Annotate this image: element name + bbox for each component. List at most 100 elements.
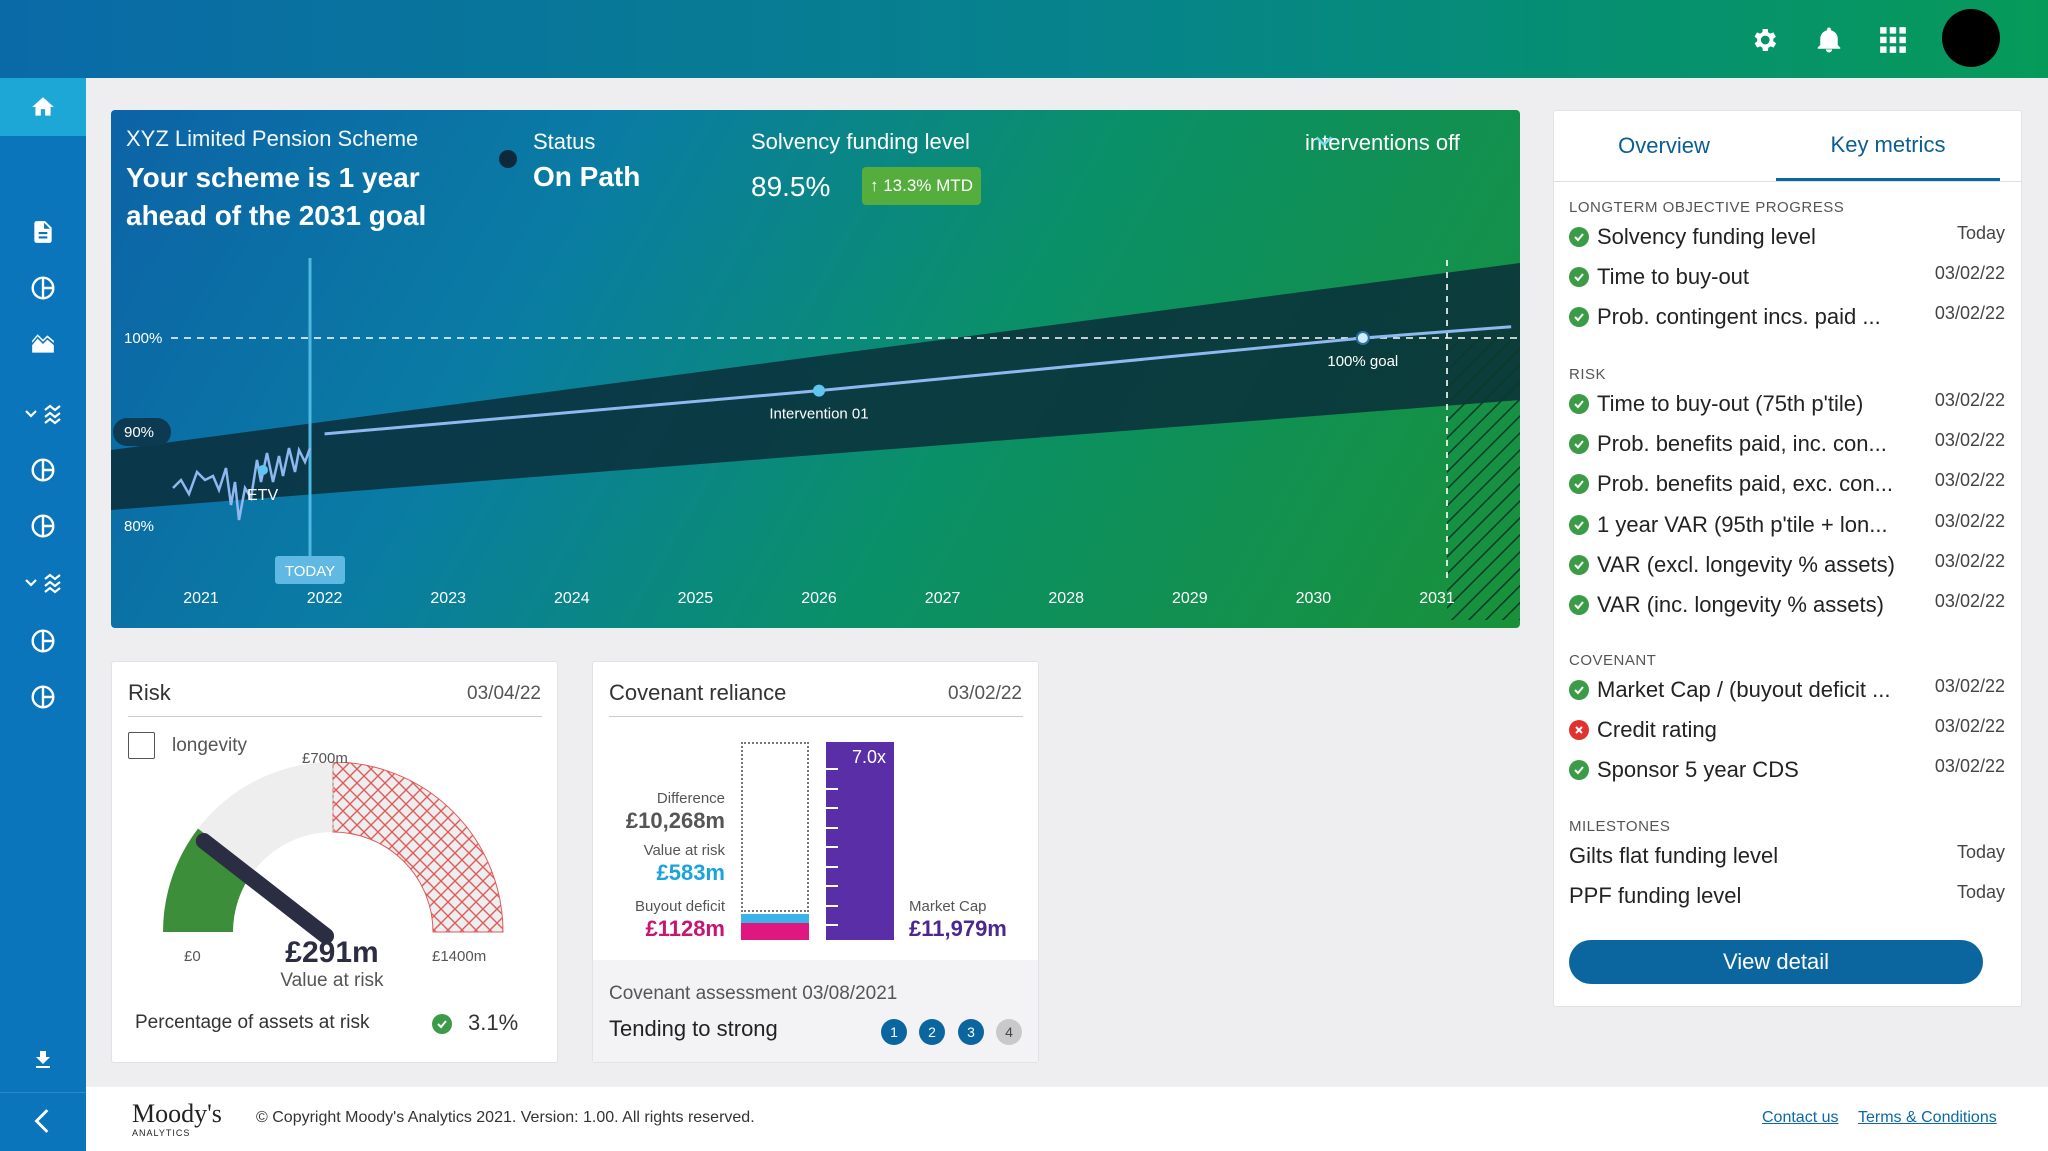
tab-overview[interactable]: Overview — [1618, 133, 1710, 158]
check-icon — [1569, 227, 1589, 247]
metric-row[interactable]: Solvency funding level Today — [1569, 221, 2005, 253]
footer: Moody's ANALYTICS © Copyright Moody's An… — [86, 1087, 2048, 1151]
y-tick-label: 80% — [124, 518, 154, 535]
step-indicator: 1 — [881, 1019, 907, 1045]
var-caption: Value at risk — [280, 970, 384, 991]
chevron-down-icon — [1315, 136, 1333, 147]
metric-row[interactable]: Market Cap / (buyout deficit ... 03/02/22 — [1569, 674, 2005, 706]
contact-us-link[interactable]: Contact us — [1762, 1109, 1839, 1126]
moodys-logo-sub: ANALYTICS — [132, 1128, 191, 1138]
collapse-chevron-icon[interactable] — [0, 1093, 86, 1149]
pie-chart-icon[interactable] — [0, 442, 86, 498]
tab-key-metrics[interactable]: Key metrics — [1776, 111, 2000, 181]
scale-tick — [826, 885, 838, 887]
metric-label: VAR (inc. longevity % assets) — [1597, 592, 1884, 617]
metric-date: 03/02/22 — [1934, 550, 2005, 571]
longevity-checkbox[interactable] — [128, 732, 155, 759]
section-title: COVENANT — [1569, 652, 1657, 669]
trend-icon[interactable] — [0, 386, 86, 442]
avatar[interactable] — [1942, 9, 2000, 67]
moodys-logo: Moody's — [132, 1099, 222, 1128]
metric-row[interactable]: Prob. contingent incs. paid ... 03/02/22 — [1569, 301, 2005, 333]
divider — [1554, 181, 2021, 182]
pie-chart-icon[interactable] — [0, 613, 86, 669]
status-value: On Path — [533, 161, 641, 192]
metric-date: 03/02/22 — [1934, 263, 2005, 284]
metric-date: Today — [1956, 223, 2005, 243]
pie-chart-icon[interactable] — [0, 498, 86, 554]
bell-icon[interactable] — [1803, 14, 1855, 66]
scale-tick — [826, 807, 838, 809]
gauge-end-label: £1400m — [432, 948, 487, 965]
metric-date: 03/02/22 — [1934, 510, 2005, 531]
metric-row[interactable]: Prob. benefits paid, exc. con... 03/02/22 — [1569, 468, 2005, 500]
check-icon — [1569, 680, 1589, 700]
longevity-label: longevity — [172, 735, 247, 756]
gear-icon[interactable] — [1738, 14, 1790, 66]
x-tick-label: 2027 — [925, 590, 961, 607]
metric-label: Prob. contingent incs. paid ... — [1597, 304, 1881, 330]
marketcap-label: Market Cap — [909, 898, 987, 915]
metric-row[interactable]: Time to buy-out (75th p'tile) 03/02/22 — [1569, 388, 2005, 420]
check-icon — [1569, 307, 1589, 328]
assessment-label: Covenant assessment 03/08/2021 — [609, 983, 898, 1004]
metric-row[interactable]: Credit rating 03/02/22 — [1569, 714, 2005, 746]
key-metrics-panel: Overview Key metrics LONGTERM OBJECTIVE … — [1553, 110, 2022, 1007]
intervention-point[interactable] — [813, 384, 825, 397]
metric-row[interactable]: VAR (inc. longevity % assets) 03/02/22 — [1569, 589, 2005, 621]
gauge-needle — [195, 833, 334, 944]
check-icon — [1569, 394, 1589, 414]
section-title: MILESTONES — [1569, 818, 1671, 835]
home-icon[interactable] — [0, 78, 86, 136]
metric-row[interactable]: Gilts flat funding level Today — [1569, 840, 2005, 872]
today-label: TODAY — [285, 563, 335, 580]
check-icon — [1569, 267, 1589, 288]
buyout-label: Buyout deficit — [634, 898, 725, 915]
covenant-title: Covenant reliance — [609, 680, 787, 705]
metric-date: 03/02/22 — [1934, 716, 2005, 737]
metric-row[interactable]: PPF funding level Today — [1569, 880, 2005, 912]
pie-chart-icon[interactable] — [0, 669, 86, 725]
var-label: Value at risk — [643, 842, 725, 859]
x-tick-label: 2023 — [430, 590, 466, 607]
check-icon — [1569, 554, 1589, 575]
covenant-date: 03/02/22 — [948, 683, 1022, 704]
scale-tick — [826, 924, 838, 926]
trend-icon[interactable] — [0, 555, 86, 611]
risk-date: 03/04/22 — [467, 683, 541, 704]
interventions-toggle[interactable]: interventions off — [1305, 130, 1460, 156]
scale-tick — [826, 904, 838, 907]
metric-row[interactable]: VAR (excl. longevity % assets) 03/02/22 — [1569, 549, 2005, 581]
section-title: LONGTERM OBJECTIVE PROGRESS — [1569, 199, 1845, 216]
terms-link[interactable]: Terms & Conditions — [1858, 1109, 1997, 1126]
metric-row[interactable]: 1 year VAR (95th p'tile + lon... 03/02/22 — [1569, 509, 2005, 541]
etv-point[interactable] — [258, 465, 268, 475]
metric-label: 1 year VAR (95th p'tile + lon... — [1597, 511, 1888, 537]
goal-point[interactable] — [1355, 331, 1370, 345]
error-icon — [1569, 720, 1589, 741]
x-tick-label: 2028 — [1048, 590, 1084, 607]
mtd-badge: ↑ 13.3% MTD — [862, 167, 981, 205]
area-chart-icon[interactable] — [0, 316, 86, 372]
view-detail-button[interactable]: View detail — [1569, 940, 1983, 984]
download-icon[interactable] — [0, 1032, 86, 1088]
status-label: Status — [533, 129, 596, 154]
metric-row[interactable]: Time to buy-out 03/02/22 — [1569, 261, 2005, 293]
metric-row[interactable]: Prob. benefits paid, inc. con... 03/02/22 — [1569, 428, 2005, 460]
scheme-name: XYZ Limited Pension Scheme — [126, 126, 419, 151]
headline-line-1: Your scheme is 1 year — [126, 162, 420, 193]
risk-card: Risk 03/04/22 longevity £700m £0 £1400m … — [111, 661, 558, 1063]
interventions-label: interventions off — [1305, 130, 1460, 155]
metric-label: Sponsor 5 year CDS — [1597, 757, 1799, 783]
metric-label: Prob. benefits paid, exc. con... — [1597, 471, 1893, 497]
scale-tick — [826, 768, 838, 770]
pie-chart-icon[interactable] — [0, 260, 86, 316]
copyright: © Copyright Moody's Analytics 2021. Vers… — [256, 1109, 755, 1126]
top-bar — [0, 0, 2048, 78]
difference-label: Difference — [656, 790, 725, 807]
apps-grid-icon[interactable] — [1867, 14, 1919, 66]
metric-date: 03/02/22 — [1934, 390, 2005, 410]
document-icon[interactable] — [0, 204, 86, 260]
metric-row[interactable]: Sponsor 5 year CDS 03/02/22 — [1569, 754, 2005, 786]
step-indicator: 3 — [958, 1019, 984, 1045]
